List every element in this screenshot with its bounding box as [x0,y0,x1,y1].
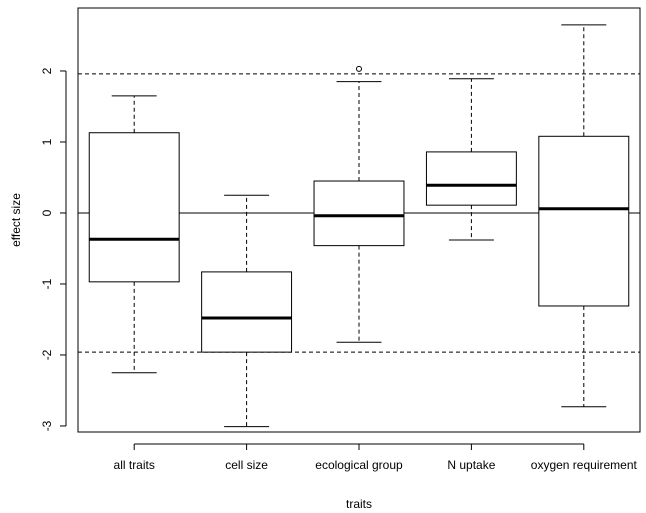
box [201,271,293,353]
plot-frame [77,7,641,433]
y-axis-label: effect size [9,193,23,247]
x-tick-label: cell size [225,458,268,472]
x-axis-label: traits [346,497,372,511]
x-tick-label: oxygen requirement [531,458,638,472]
y-tick-label: -3 [40,420,54,431]
y-tick-label: 2 [40,67,54,74]
box [425,151,517,206]
box [313,180,405,247]
box [88,132,180,283]
x-tick-label: N uptake [447,458,495,472]
y-tick-label: 1 [40,138,54,145]
y-tick-label: 0 [40,209,54,216]
box [538,135,630,307]
y-tick-label: -1 [40,278,54,289]
x-tick-label: all traits [114,458,155,472]
y-tick-label: -2 [40,349,54,360]
outlier [356,65,362,72]
x-tick-label: ecological group [315,458,403,472]
